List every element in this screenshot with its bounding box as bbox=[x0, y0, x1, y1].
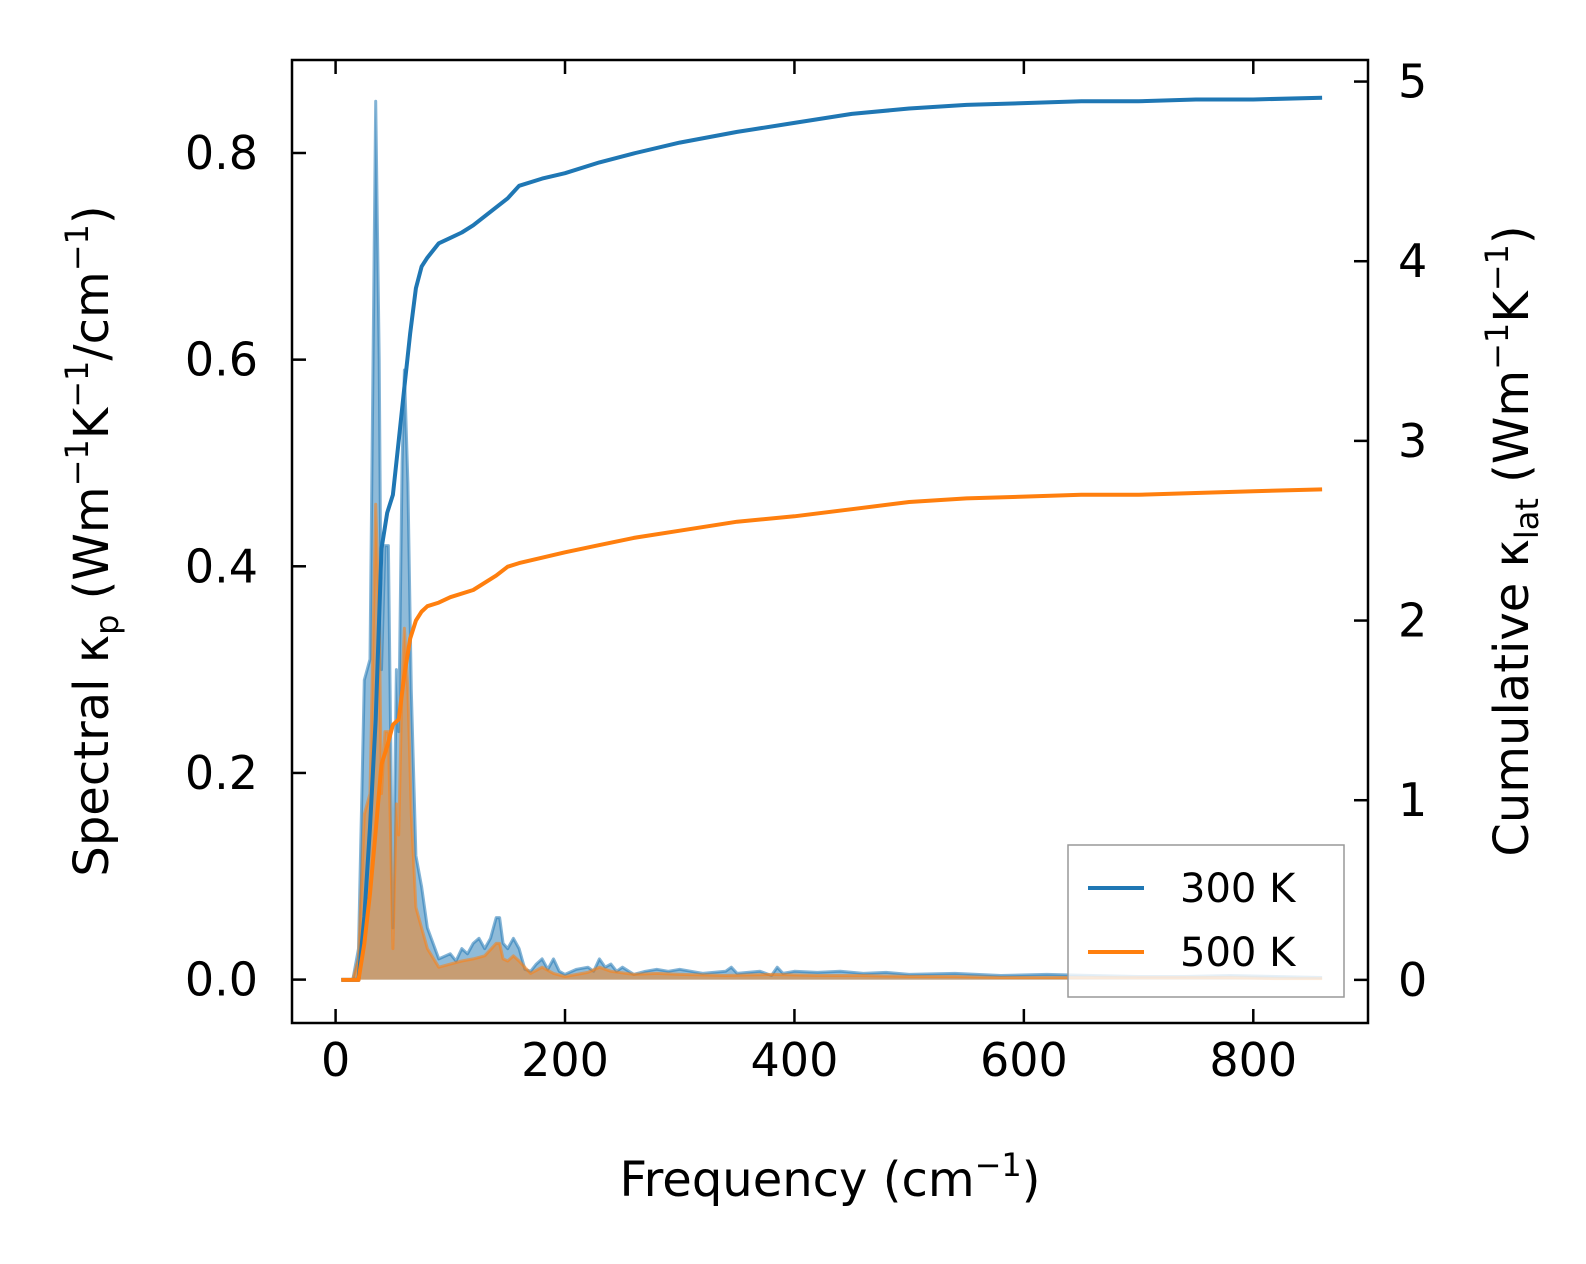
y-tick-label-right: 2 bbox=[1398, 594, 1427, 648]
y-tick-label-left: 0.6 bbox=[185, 333, 258, 387]
cumulative-layer bbox=[341, 95, 1323, 982]
spectral-layer bbox=[341, 99, 1323, 982]
y-tick-label-right: 1 bbox=[1398, 773, 1427, 827]
axes-frame bbox=[290, 58, 1370, 1025]
y-axis-label-right: Cumulative κlat (Wm−1K−1) bbox=[1478, 225, 1546, 856]
legend: 300 K 500 K bbox=[1067, 844, 1345, 998]
legend-frame bbox=[1067, 844, 1345, 998]
y-tick-label-right: 0 bbox=[1398, 953, 1427, 1007]
plot-area-layer bbox=[341, 95, 1323, 982]
y-tick-label-left: 0.0 bbox=[185, 953, 258, 1007]
ticks-layer: 0 200 400 600 800 0.0 0.2 0.4 0.6 0.8 0 1 2 3 4 5 bbox=[185, 55, 1427, 1087]
cumulative-line-500k bbox=[341, 487, 1323, 982]
x-tick-label: 400 bbox=[751, 1033, 839, 1087]
y-tick-label-right: 4 bbox=[1398, 234, 1427, 288]
y-tick-label-right: 3 bbox=[1398, 414, 1427, 468]
legend-label-300k: 300 K bbox=[1180, 866, 1297, 912]
y-tick-label-left: 0.8 bbox=[185, 126, 258, 180]
cumulative-line-300k bbox=[341, 95, 1323, 982]
y-tick-label-left: 0.4 bbox=[185, 539, 258, 593]
legend-label-500k: 500 K bbox=[1180, 930, 1297, 976]
x-tick-label: 600 bbox=[980, 1033, 1068, 1087]
y-axis-label-left: Spectral κp (Wm−1K−1/cm−1) bbox=[58, 205, 126, 876]
x-tick-label: 800 bbox=[1209, 1033, 1297, 1087]
x-axis-label: Frequency (cm−1) bbox=[619, 1146, 1040, 1208]
spectral-line-500k bbox=[341, 502, 1323, 982]
y-tick-label-left: 0.2 bbox=[185, 746, 258, 800]
y-tick-label-right: 5 bbox=[1398, 55, 1427, 109]
x-tick-label: 0 bbox=[321, 1033, 350, 1087]
x-tick-label: 200 bbox=[521, 1033, 609, 1087]
